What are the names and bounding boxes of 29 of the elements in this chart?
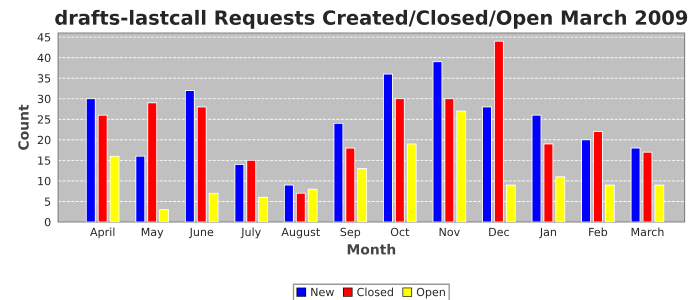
y-tick-label: 45 — [38, 33, 50, 42]
y-tick-label: 25 — [38, 115, 50, 124]
y-tick-label: 0 — [44, 218, 50, 226]
x-tick-label: August — [281, 228, 320, 238]
x-tick-label: Feb — [589, 228, 608, 236]
x-tick-label: Sep — [340, 228, 360, 238]
x-axis-title: Month — [348, 244, 396, 255]
y-tick-label: 40 — [38, 54, 50, 62]
chart-title: drafts-lastcall Requests Created/Closed/Open March 2009 — [55, 10, 688, 29]
x-tick-label: Nov — [440, 228, 460, 236]
y-tick-label: 30 — [38, 94, 50, 104]
x-tick-label: Dec — [489, 228, 509, 236]
y-tick-label: 35 — [38, 74, 50, 83]
y-tick-label: 20 — [38, 136, 50, 144]
y-tick-label: 10 — [38, 176, 50, 186]
x-tick-label: Oct — [390, 228, 410, 236]
y-axis-title: Count — [18, 104, 29, 150]
legend-label: New — [311, 288, 334, 296]
x-tick-label: May — [142, 228, 164, 238]
legend-label: Open — [416, 288, 445, 298]
x-tick-label: March — [632, 228, 664, 236]
y-tick-label: 15 — [38, 156, 50, 165]
x-tick-label: April — [90, 228, 114, 238]
legend-label: Closed — [357, 288, 393, 296]
x-tick-label: June — [189, 228, 214, 238]
y-tick-label: 5 — [44, 198, 50, 206]
bar — [159, 209, 169, 222]
x-tick-label: July — [240, 228, 261, 238]
x-tick-label: Jan — [539, 228, 556, 238]
